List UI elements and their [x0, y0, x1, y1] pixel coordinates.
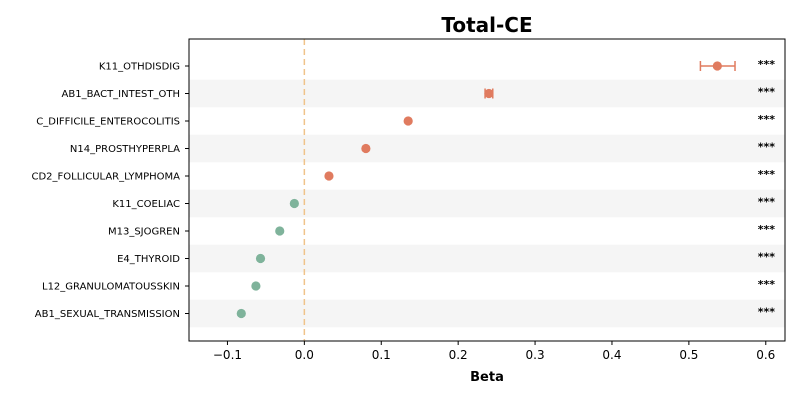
y-tick-label: N14_PROSTHYPERPLA [70, 144, 180, 155]
row-stripe [189, 189, 785, 218]
x-tick-label: 0.2 [449, 348, 468, 362]
y-tick-label: M13_SJOGREN [108, 227, 180, 238]
significance-label: *** [758, 113, 776, 126]
data-point [361, 143, 371, 154]
significance-labels: *** *** *** *** *** *** *** *** *** *** [758, 58, 776, 319]
data-point [255, 253, 266, 264]
data-point [484, 88, 494, 99]
row-stripe [189, 134, 785, 163]
significance-label: *** [758, 141, 776, 154]
row-stripe [189, 244, 785, 273]
x-axis-label: Beta [470, 370, 504, 385]
data-point [403, 116, 413, 126]
plot-frame [188, 38, 786, 342]
y-tick-label: K11_COELIAC [112, 199, 180, 210]
significance-label: *** [758, 168, 776, 181]
data-point [251, 281, 261, 291]
significance-label: *** [758, 278, 776, 291]
row-stripes [189, 79, 785, 328]
x-tick-label: −0.1 [213, 348, 242, 362]
data-point [236, 308, 246, 319]
x-tick-label: 0.0 [295, 348, 314, 362]
significance-label: *** [758, 86, 776, 99]
y-tick-label: L12_GRANULOMATOUSSKIN [42, 282, 180, 293]
chart-title: Total-CE [441, 13, 532, 37]
data-point [712, 61, 722, 71]
y-tick-label: E4_THYROID [117, 254, 180, 265]
y-tick-label: AB1_BACT_INTEST_OTH [62, 89, 181, 100]
significance-label: *** [758, 306, 776, 319]
data-point [289, 198, 299, 209]
x-tick-label: 0.5 [679, 348, 698, 362]
y-axis-labels: K11_OTHDISDIG AB1_BACT_INTEST_OTH C_DIFFIC… [31, 62, 189, 320]
x-tick-label: 0.4 [602, 348, 621, 362]
x-tick-label: 0.3 [526, 348, 545, 362]
data-point [324, 171, 334, 181]
x-tick-label: 0.1 [372, 348, 391, 362]
row-stripe [189, 299, 785, 328]
data-point [275, 226, 285, 236]
y-tick-label: AB1_SEXUAL_TRANSMISSION [35, 309, 180, 320]
significance-label: *** [758, 196, 776, 209]
x-axis: −0.1 0.0 0.1 0.2 0.3 0.4 0.5 0.6 [213, 341, 775, 362]
significance-label: *** [758, 251, 776, 264]
x-tick-label: 0.6 [756, 348, 775, 362]
y-tick-label: C_DIFFICILE_ENTEROCOLITIS [36, 117, 180, 128]
significance-label: *** [758, 223, 776, 236]
data-marks [236, 61, 736, 319]
significance-label: *** [758, 58, 776, 71]
y-tick-label: CD2_FOLLICULAR_LYMPHOMA [31, 172, 180, 183]
y-tick-label: K11_OTHDISDIG [99, 62, 180, 73]
